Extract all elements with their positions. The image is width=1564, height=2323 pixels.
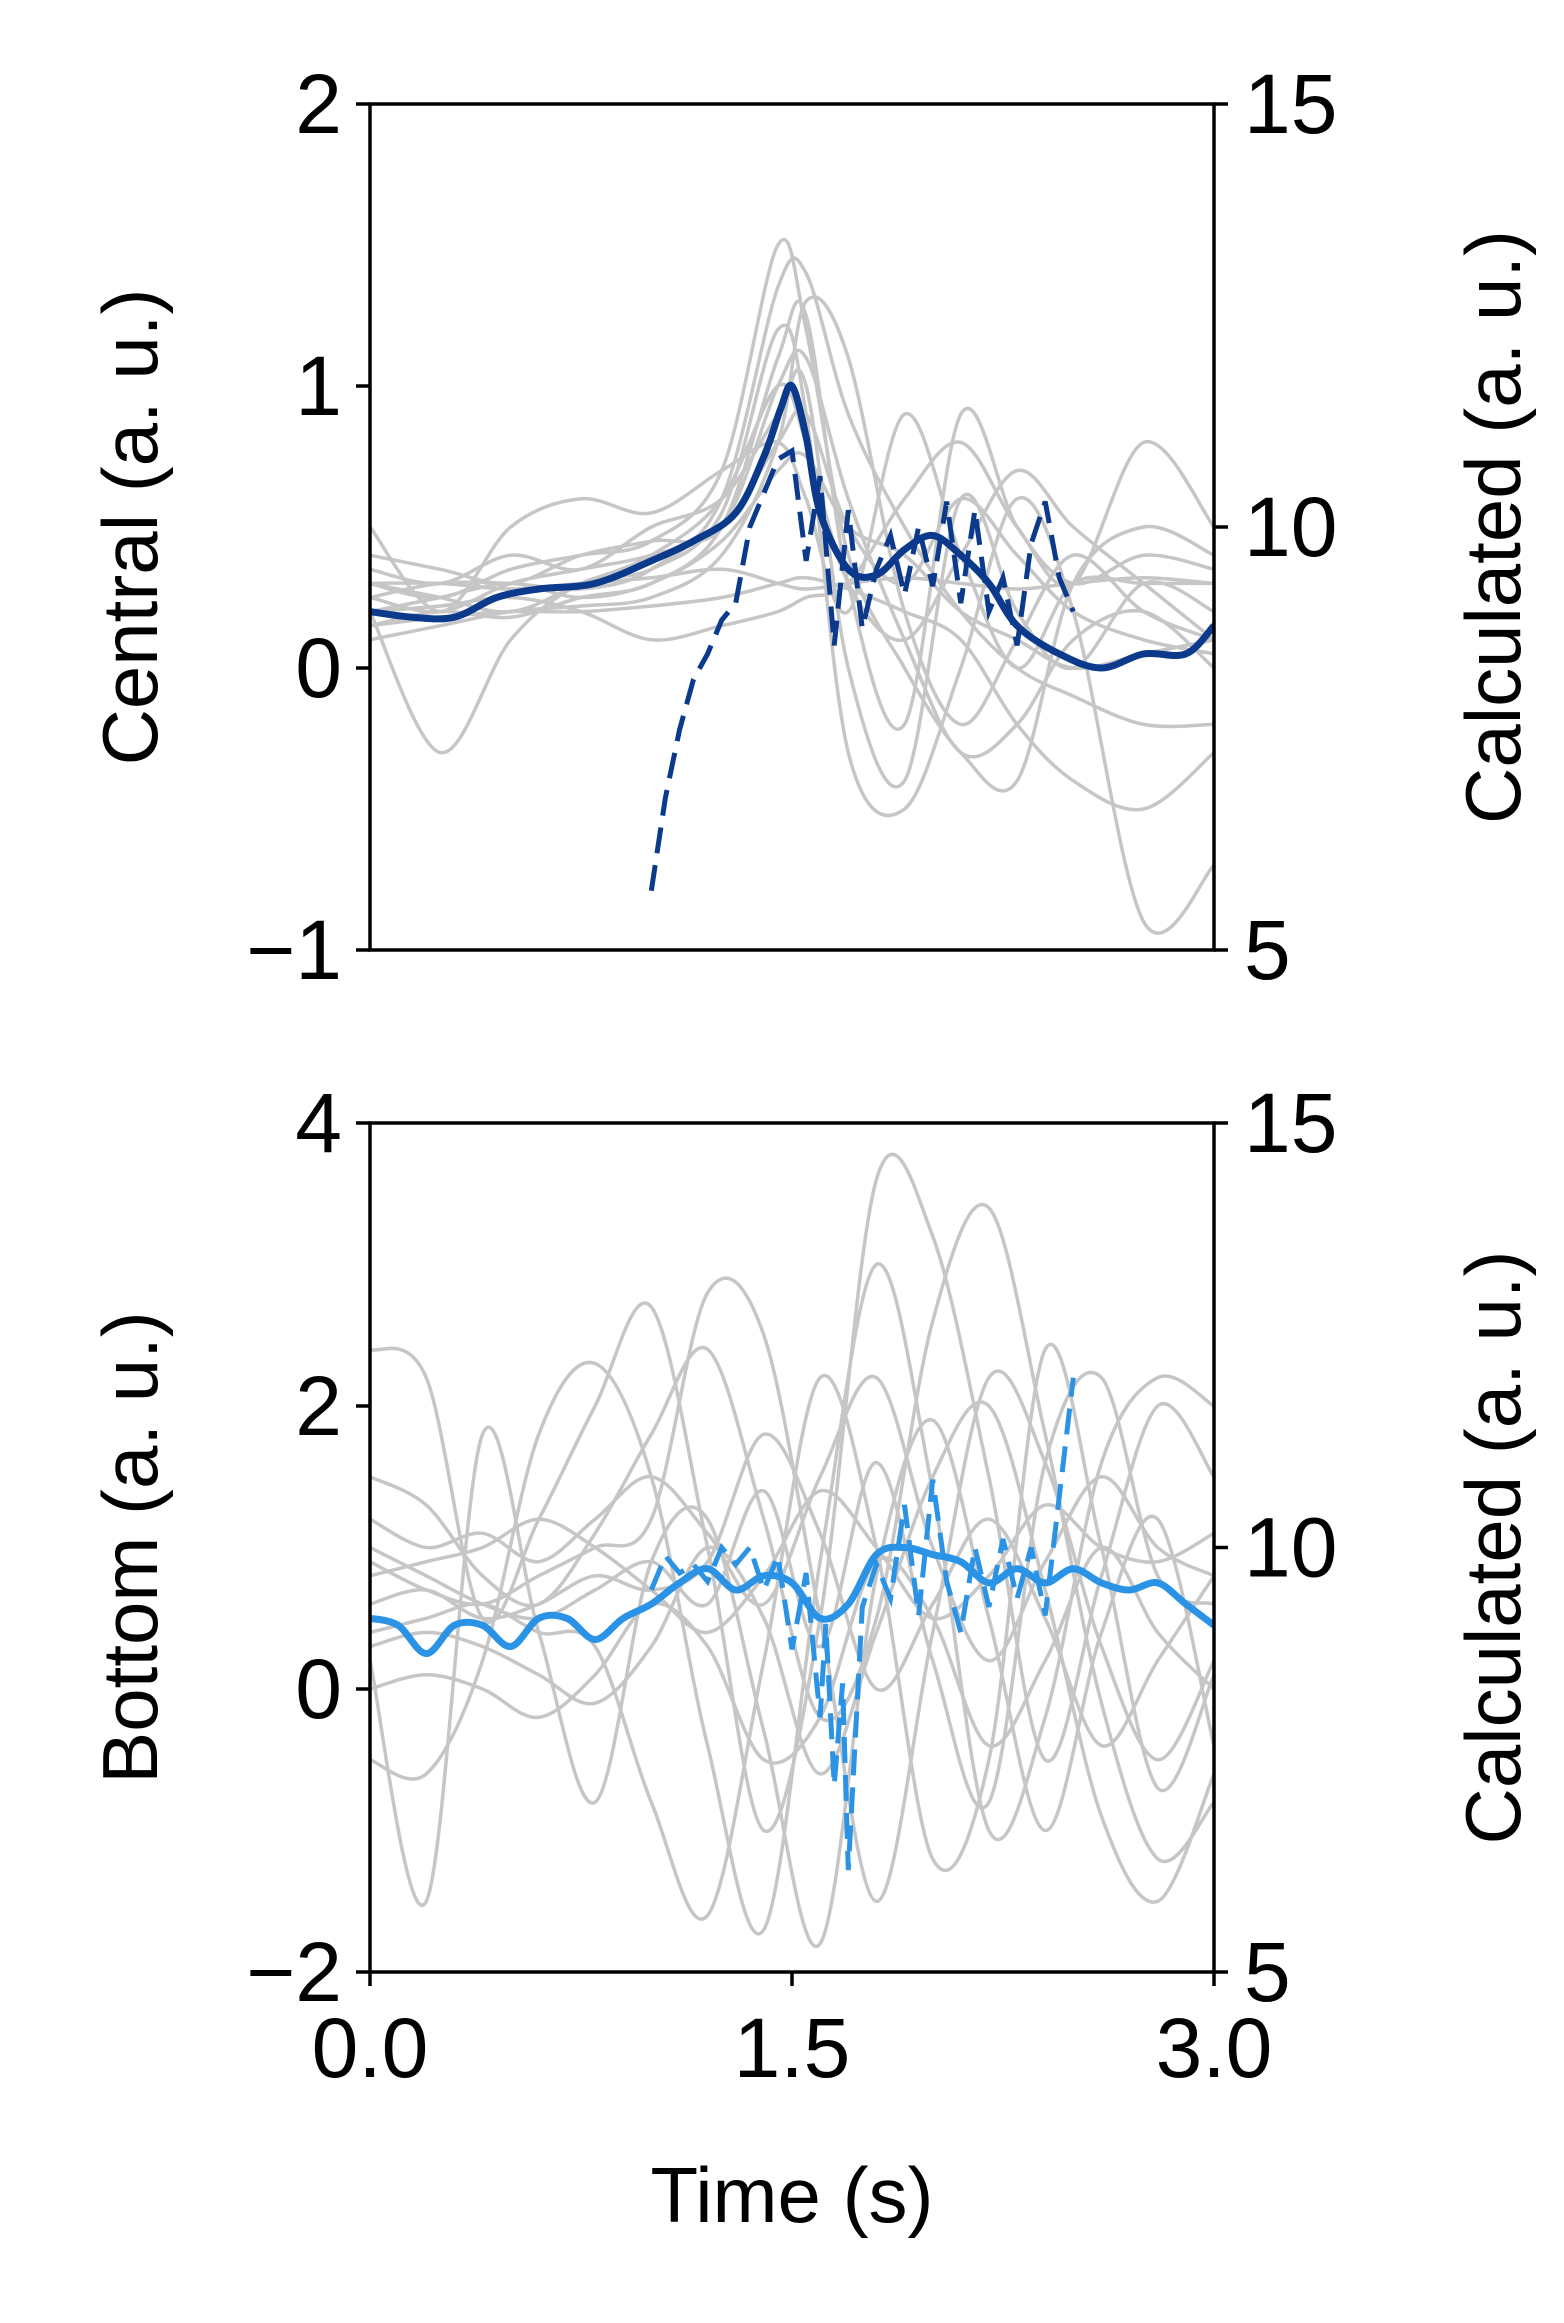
y-right-tick-label: 15 <box>1244 1076 1337 1170</box>
y-tick-label: 4 <box>295 1076 342 1170</box>
trial-series-line <box>370 382 1214 642</box>
trial-series-line <box>370 1489 1214 1635</box>
y-right-tick-label: 5 <box>1244 903 1291 997</box>
trial-series-line <box>370 237 1214 793</box>
trial-series-line <box>370 1370 1214 1810</box>
x-tick-label: 3.0 <box>1156 2001 1273 2095</box>
plot-area <box>370 1152 1214 1949</box>
trial-series-line <box>370 348 1214 759</box>
y-right-tick-label: 10 <box>1244 1501 1337 1595</box>
mean-series-line <box>370 1543 1214 1658</box>
y-axis-label: Central (a. u.) <box>86 289 174 766</box>
y-tick-label: −1 <box>246 903 342 997</box>
y-right-axis-label: Calculated (a. u.) <box>1449 230 1537 824</box>
calculated-series-line <box>648 1377 1076 1871</box>
trial-series-line <box>370 1374 1214 1663</box>
trial-series-line <box>370 1203 1214 1864</box>
x-axis-label: Time (s) <box>650 2151 933 2239</box>
y-tick-label: 0 <box>295 1642 342 1736</box>
y-right-axis-label: Calculated (a. u.) <box>1449 1251 1537 1845</box>
y-axis-label: Bottom (a. u.) <box>86 1311 174 1784</box>
y-tick-label: −2 <box>246 1925 342 2019</box>
mean-series-line <box>370 381 1214 672</box>
trial-series-line <box>370 575 1214 812</box>
axes-frame <box>368 102 1216 952</box>
y-right-tick-label: 15 <box>1244 57 1337 151</box>
trial-series-line <box>370 408 1214 656</box>
y-tick-label: 2 <box>295 1359 342 1453</box>
y-right-tick-label: 5 <box>1244 1925 1291 2019</box>
calculated-series-line <box>648 446 1076 892</box>
y-tick-label: 0 <box>295 621 342 715</box>
plot-area <box>370 237 1214 935</box>
y-tick-label: 2 <box>295 57 342 151</box>
x-tick-label: 1.5 <box>734 2001 851 2095</box>
trial-series-line <box>370 1418 1214 1949</box>
x-tick-label: 0.0 <box>312 2001 429 2095</box>
bottom-panel: −2 0 2 4 5 10 15 0.0 1.5 3.0 Bottom (a. u.) Calcula… <box>86 1076 1537 2239</box>
y-tick-label: 1 <box>295 339 342 433</box>
trial-series-line <box>370 1262 1214 1936</box>
y-right-tick-label: 10 <box>1244 480 1337 574</box>
trial-series-line <box>370 1400 1214 1904</box>
trial-series-line <box>370 1545 1214 1765</box>
top-panel: −1 0 1 2 5 10 15 Central (a. u.) Calculated (a. … <box>86 57 1537 997</box>
